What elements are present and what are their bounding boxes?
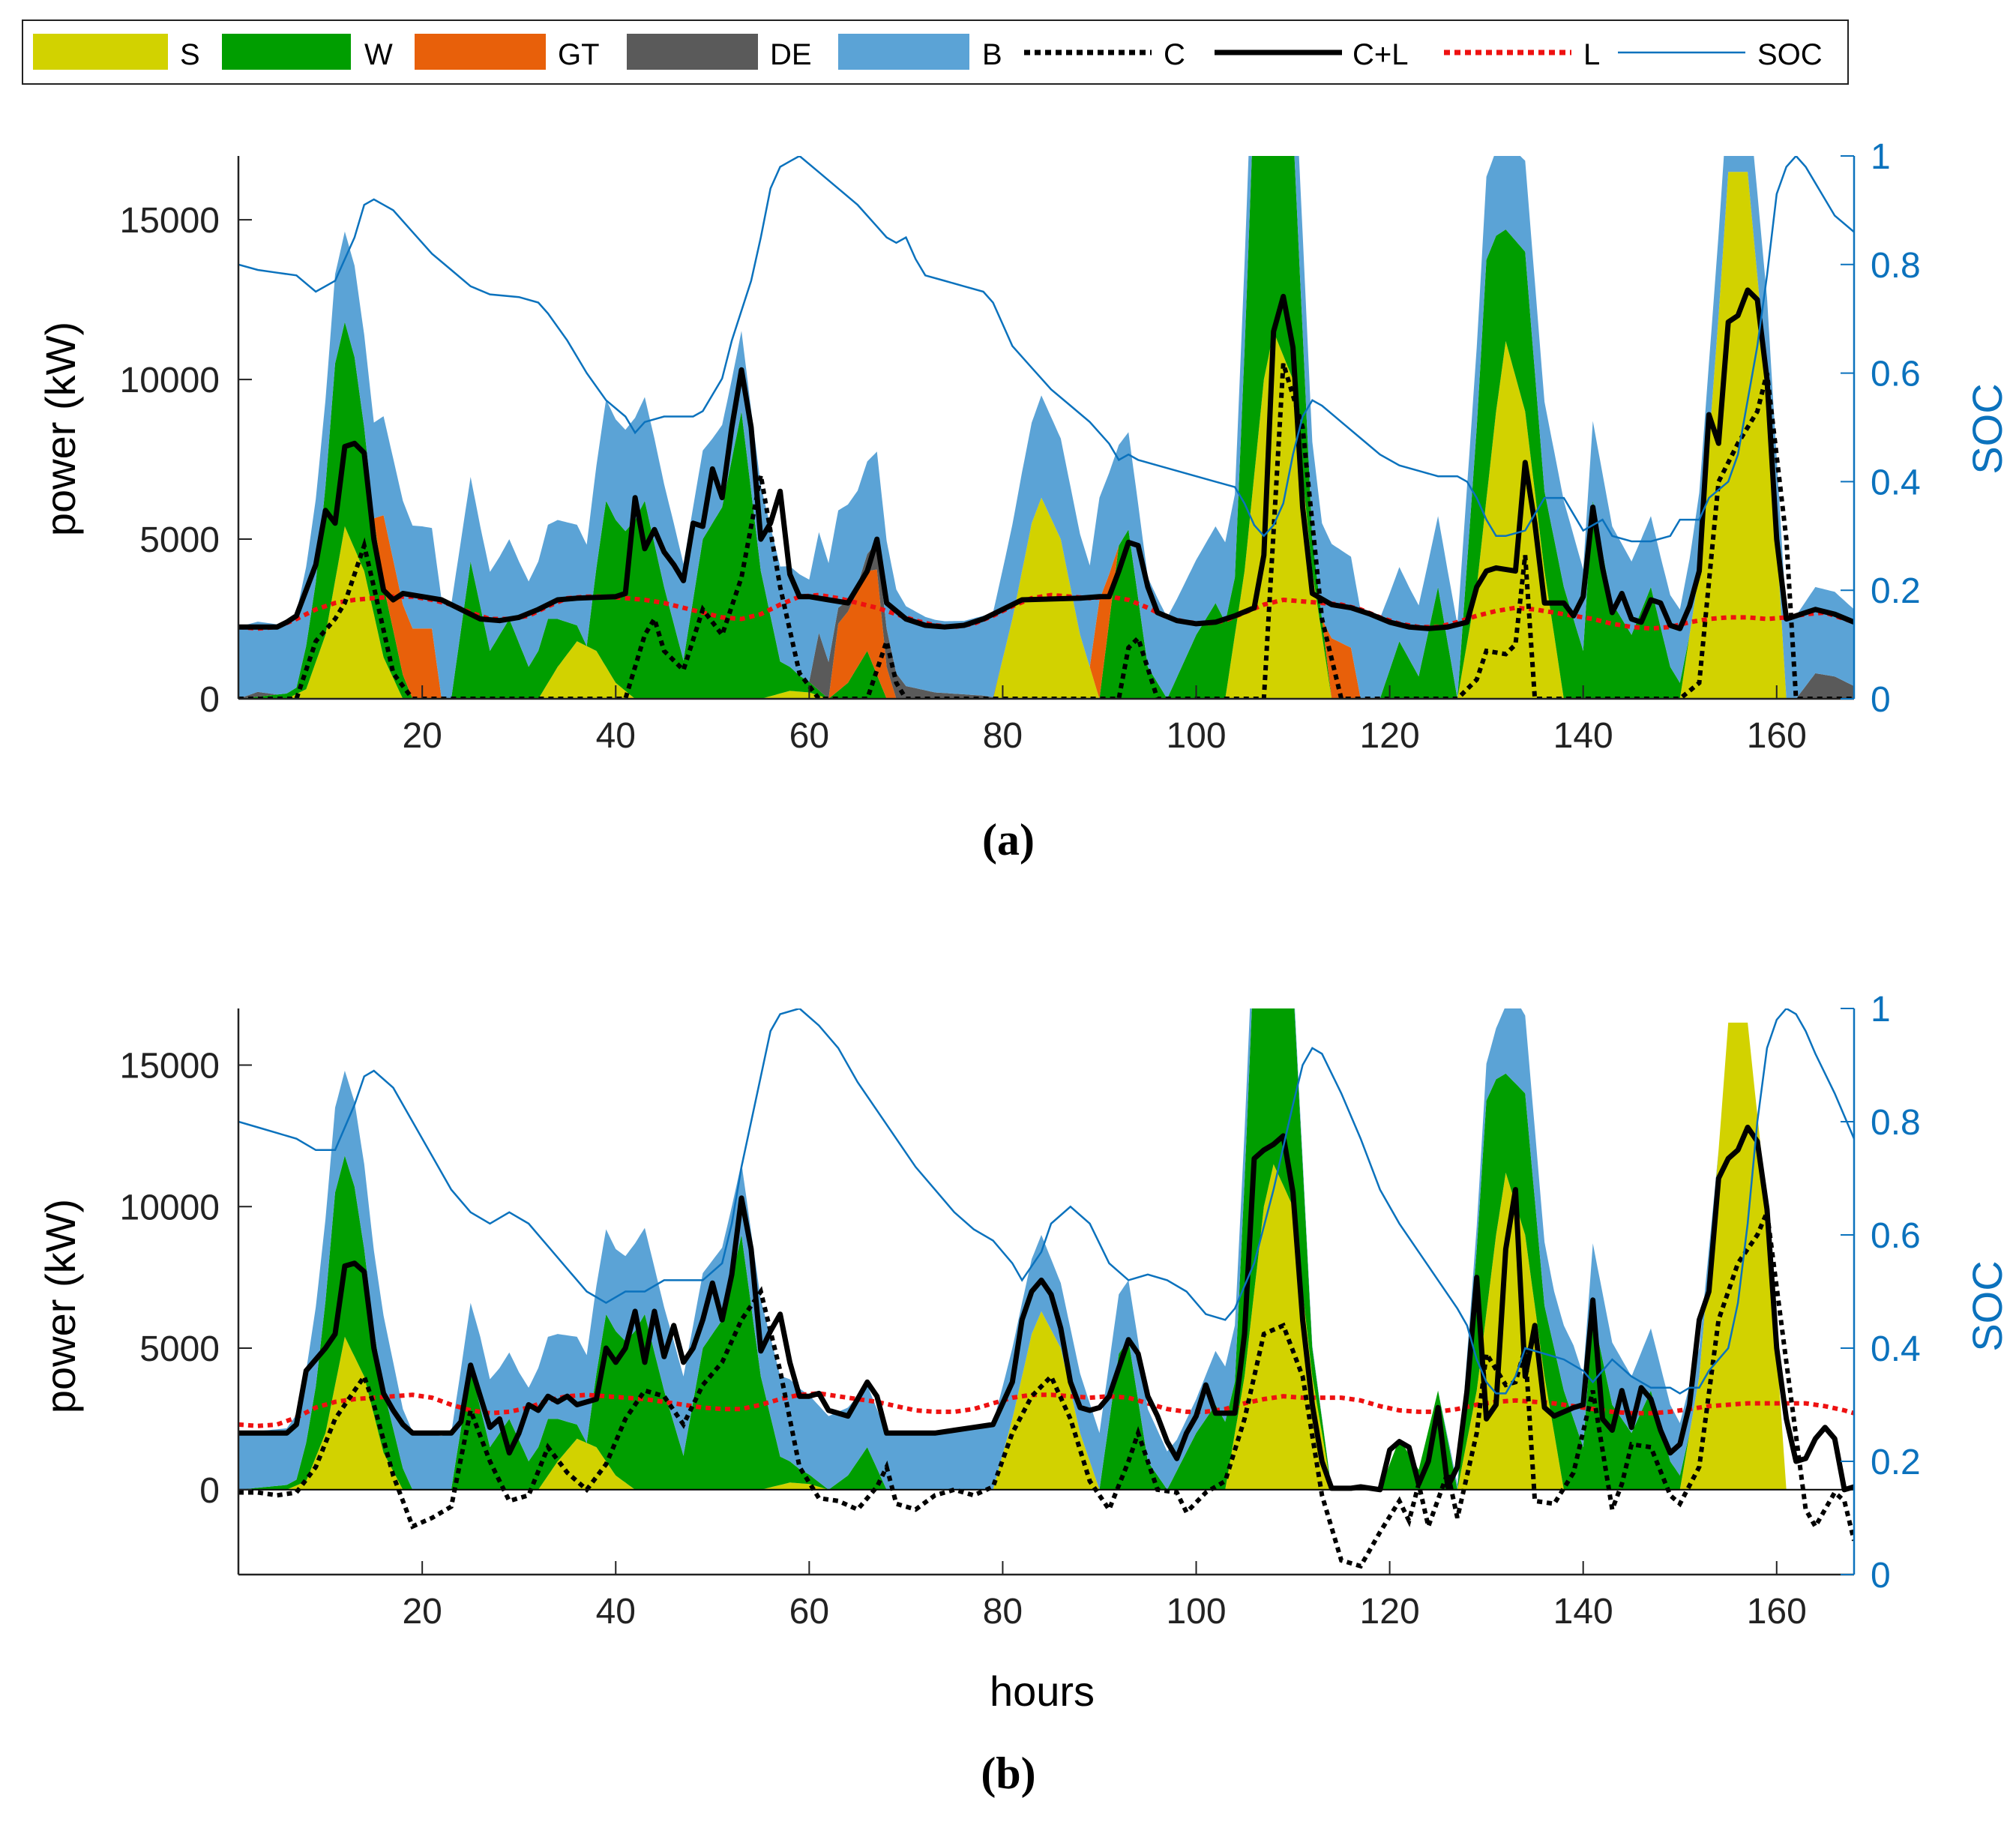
legend-swatch-w [222, 34, 351, 70]
legend-item-de: DE [627, 34, 812, 71]
line-soc-a [238, 156, 1854, 543]
caption-b: (b) [981, 1749, 1035, 1798]
legend-label-cl: C+L [1352, 38, 1409, 71]
y-tick-label-b: 5000 [139, 1329, 220, 1369]
legend-swatch-s [33, 34, 168, 70]
y2-tick-label-b: 0.4 [1871, 1329, 1921, 1369]
chart-panel-b: 20 40 60 80 100 120 140 160 0 5000 10000 15000 0 0.2 0… [37, 990, 2011, 1798]
x-tick-label-a: 40 [596, 716, 636, 756]
x-tick-label-a: 20 [402, 716, 442, 756]
y-axis-label-b: power (kW) [37, 1199, 84, 1413]
area-w-b [238, 1008, 1854, 1490]
legend-swatch-gt [415, 34, 546, 70]
y-tick-label-a: 15000 [120, 201, 220, 241]
y2-tick-label-b: 0.8 [1871, 1103, 1921, 1143]
legend-item-b: B [838, 34, 1002, 71]
legend-label-soc: SOC [1757, 38, 1823, 71]
x-axis-label-b: hours [990, 1668, 1095, 1715]
y2-axis-label-b: SOC [1964, 1260, 2011, 1351]
y2-tick-label-a: 0.6 [1871, 355, 1921, 394]
x-tick-label-b: 80 [983, 1592, 1023, 1632]
y2-tick-label-a: 0.8 [1871, 246, 1921, 286]
x-tick-label-b: 40 [596, 1592, 636, 1632]
legend-item-gt: GT [415, 34, 600, 71]
y-tick-label-a: 10000 [120, 361, 220, 400]
legend-label-w: W [364, 38, 393, 71]
y-tick-label-a: 5000 [139, 520, 220, 560]
area-w-a [238, 156, 1854, 699]
y-axis-label-a: power (kW) [37, 322, 84, 536]
legend-swatch-de [627, 34, 758, 70]
line-cl-b [238, 1125, 1854, 1493]
x-tick-label-a: 120 [1360, 716, 1420, 756]
y-tick-label-b: 10000 [120, 1188, 220, 1227]
y-tick-label-b: 0 [199, 1471, 220, 1511]
x-tick-label-b: 160 [1747, 1592, 1807, 1632]
area-gt-a [238, 156, 1854, 699]
x-tick-label-b: 120 [1360, 1592, 1420, 1632]
caption-a: (a) [982, 815, 1035, 865]
x-tick-label-b: 140 [1553, 1592, 1613, 1632]
legend-label-de: DE [770, 38, 812, 71]
line-soc-b [238, 1008, 1854, 1395]
legend: S W GT DE B C C+L L [22, 19, 1849, 85]
x-tick-label-a: 60 [789, 716, 829, 756]
y2-tick-label-b: 1 [1871, 990, 1891, 1029]
y2-axis-label-a: SOC [1964, 383, 2011, 474]
area-b-b [238, 1008, 1854, 1490]
area-b-a [238, 156, 1854, 699]
line-cl-a [238, 287, 1854, 631]
line-l-b [238, 1391, 1854, 1428]
legend-label-b: B [982, 38, 1002, 71]
line-c-b [238, 1203, 1854, 1569]
legend-label-c: C [1164, 38, 1185, 71]
y2-tick-label-a: 0.4 [1871, 463, 1921, 502]
plot-content-b [238, 1008, 1854, 1569]
y-tick-label-b: 15000 [120, 1047, 220, 1086]
legend-label-l: L [1583, 38, 1600, 71]
x-tick-label-b: 20 [402, 1592, 442, 1632]
legend-item-l: L [1444, 38, 1600, 71]
legend-item-w: W [222, 34, 393, 71]
legend-label-gt: GT [558, 38, 600, 71]
line-l-a [238, 592, 1854, 631]
x-tick-label-b: 100 [1166, 1592, 1226, 1632]
y2-tick-label-a: 1 [1871, 137, 1891, 177]
legend-item-s: S [33, 34, 200, 71]
legend-swatch-b [838, 34, 969, 70]
x-tick-label-b: 60 [789, 1592, 829, 1632]
legend-item-cl: C+L [1215, 38, 1409, 71]
x-tick-label-a: 100 [1166, 716, 1226, 756]
y2-tick-label-b: 0.2 [1871, 1443, 1921, 1482]
y2-tick-label-a: 0 [1871, 680, 1891, 720]
y-tick-label-a: 0 [199, 680, 220, 720]
x-tick-label-a: 140 [1553, 716, 1613, 756]
y2-tick-label-a: 0.2 [1871, 571, 1921, 611]
y2-tick-label-b: 0 [1871, 1556, 1891, 1596]
x-tick-label-a: 160 [1747, 716, 1807, 756]
area-s-a [238, 172, 1854, 699]
chart-panel-a: 20 40 60 80 100 120 140 160 0 5000 10000 15000 0 0.2 0… [37, 137, 2011, 865]
plot-content-a [238, 156, 1854, 699]
legend-item-c: C [1024, 38, 1185, 71]
legend-label-s: S [180, 38, 200, 71]
y2-tick-label-b: 0.6 [1871, 1216, 1921, 1256]
legend-item-soc: SOC [1618, 38, 1823, 71]
x-tick-label-a: 80 [983, 716, 1023, 756]
